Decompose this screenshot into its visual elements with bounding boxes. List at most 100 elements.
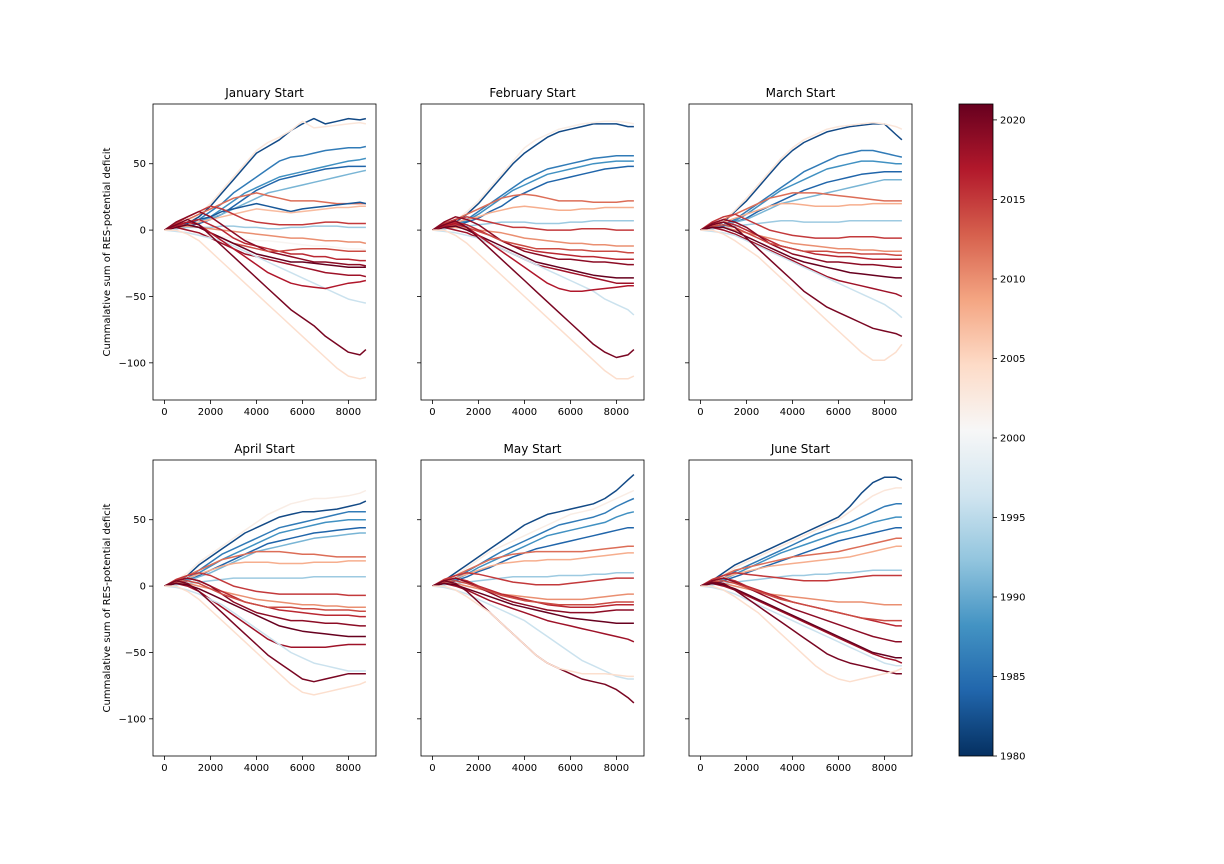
axes-background [153,104,376,400]
y-axis-label-bottom: Cummalative sum of RES-potential deficit [102,503,113,712]
series-line-1986 [700,503,902,587]
series-line-1993 [700,220,902,231]
y-tick-label: −50 [125,292,146,303]
series-line-2019 [700,218,902,269]
series-line-2016 [164,218,366,262]
series-line-2021 [432,225,634,279]
series-line-2008 [432,552,634,587]
colorbar-tick-label: 2005 [1000,354,1025,365]
x-tick-label: 4000 [780,763,805,774]
x-tick-label: 4000 [244,407,269,418]
subplot-title: June Start [770,442,831,456]
x-tick-label: 8000 [604,763,629,774]
subplot-april-start: April Start 0 2000 4000 6000 8000 50 0 −50 −100 [119,442,377,774]
subplot-may-start: May Start 0 2000 4000 6000 8000 [417,442,645,774]
x-tick-label: 4000 [512,763,537,774]
x-tick-label: 0 [429,763,435,774]
series-line-1984 [164,526,366,587]
axes-frame [420,459,645,757]
series-line-2015 [432,216,634,231]
series-line-2019 [164,577,366,627]
series-line-2020 [432,220,635,359]
x-tick-label: 6000 [826,763,851,774]
series-line-2012 [432,545,634,587]
series-line-2008 [164,560,366,587]
series-line-1982 [700,123,903,231]
series-line-1988 [432,160,634,231]
subplot-march-start: March Start 0 2000 4000 6000 8000 [685,86,913,418]
series-line-1993 [164,576,366,587]
colorbar-tick-label: 1995 [1000,513,1025,524]
x-tick-label: 2000 [734,763,759,774]
subplot-february-start: February Start 0 2000 4000 6000 8000 [417,86,645,418]
colorbar-tick-label: 1990 [1000,592,1025,603]
series-line-1991 [164,532,366,587]
series-line-2012 [164,550,366,587]
axes-background [689,104,912,400]
x-tick-label: 6000 [826,407,851,418]
x-tick-label: 2000 [198,763,223,774]
axes-background [689,460,912,756]
series-line-1996 [164,229,367,304]
y-tick-label: 50 [133,159,146,170]
series-line-2002 [432,120,635,231]
series-line-2018 [164,226,367,278]
series-line-2015 [700,572,902,587]
colorbar-tick-label: 2010 [1000,274,1025,285]
x-tick-label: 4000 [512,407,537,418]
series-line-1996 [432,585,634,680]
colorbar-tick-label: 2015 [1000,195,1025,206]
series-line-2019 [432,577,634,614]
x-tick-label: 6000 [558,407,583,418]
series-line-2021 [164,224,366,269]
series-line-2010 [700,582,902,606]
subplot-title: April Start [234,442,295,456]
series-line-2020 [164,580,366,683]
series-line-2010 [700,226,902,253]
y-tick-label: 50 [133,515,146,526]
series-line-2004 [700,585,903,683]
series-line-1996 [700,585,902,667]
series-line-2012 [700,537,902,587]
series-group [432,474,635,704]
x-tick-label: 4000 [780,407,805,418]
series-line-2020 [700,581,902,675]
axes-frame [420,103,645,401]
y-tick-label: 0 [140,226,146,237]
series-line-2012 [432,193,634,231]
series-line-2021 [164,582,366,638]
x-tick-label: 8000 [872,407,897,418]
series-line-2019 [432,216,634,266]
series-line-1982 [164,117,367,231]
series-line-1982 [164,500,367,587]
series-line-2021 [700,226,902,279]
series-line-2014 [432,580,634,606]
colorbar-tick-label: 2000 [1000,433,1025,444]
colorbar: 1980 1985 1990 1995 2000 2005 2010 2015 2020 [958,103,1025,763]
series-line-2010 [164,582,366,609]
series-line-2004 [432,585,634,678]
x-tick-label: 2000 [466,407,491,418]
series-line-2015 [432,572,634,587]
series-line-1996 [700,229,903,319]
colorbar-tick-label: 1985 [1000,672,1025,683]
series-line-2001 [164,229,367,251]
axes-frame [688,103,913,401]
series-group [700,121,903,361]
colorbar-gradient [958,103,994,757]
subplot-title: May Start [504,442,562,456]
series-line-2010 [432,226,634,247]
x-tick-label: 4000 [244,763,269,774]
series-line-2016 [432,221,634,261]
series-line-2015 [700,213,902,239]
series-line-2019 [700,577,902,643]
series-line-2018 [700,226,903,298]
series-line-1993 [432,220,634,231]
series-line-1986 [700,149,903,231]
x-tick-label: 6000 [290,407,315,418]
series-line-1986 [432,497,635,587]
series-line-2014 [164,580,366,613]
y-tick-label: −100 [119,714,146,725]
y-tick-label: 0 [140,582,146,593]
